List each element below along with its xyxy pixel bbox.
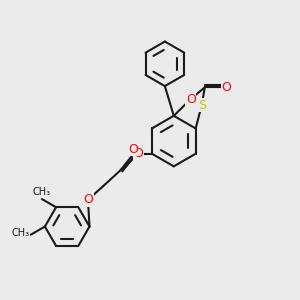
Text: O: O (186, 92, 196, 106)
Text: CH₃: CH₃ (33, 187, 51, 197)
Text: O: O (83, 193, 93, 206)
Text: O: O (134, 147, 143, 160)
Text: O: O (221, 81, 231, 94)
Text: CH₃: CH₃ (11, 228, 29, 238)
Text: S: S (198, 99, 206, 112)
Text: O: O (128, 143, 138, 156)
